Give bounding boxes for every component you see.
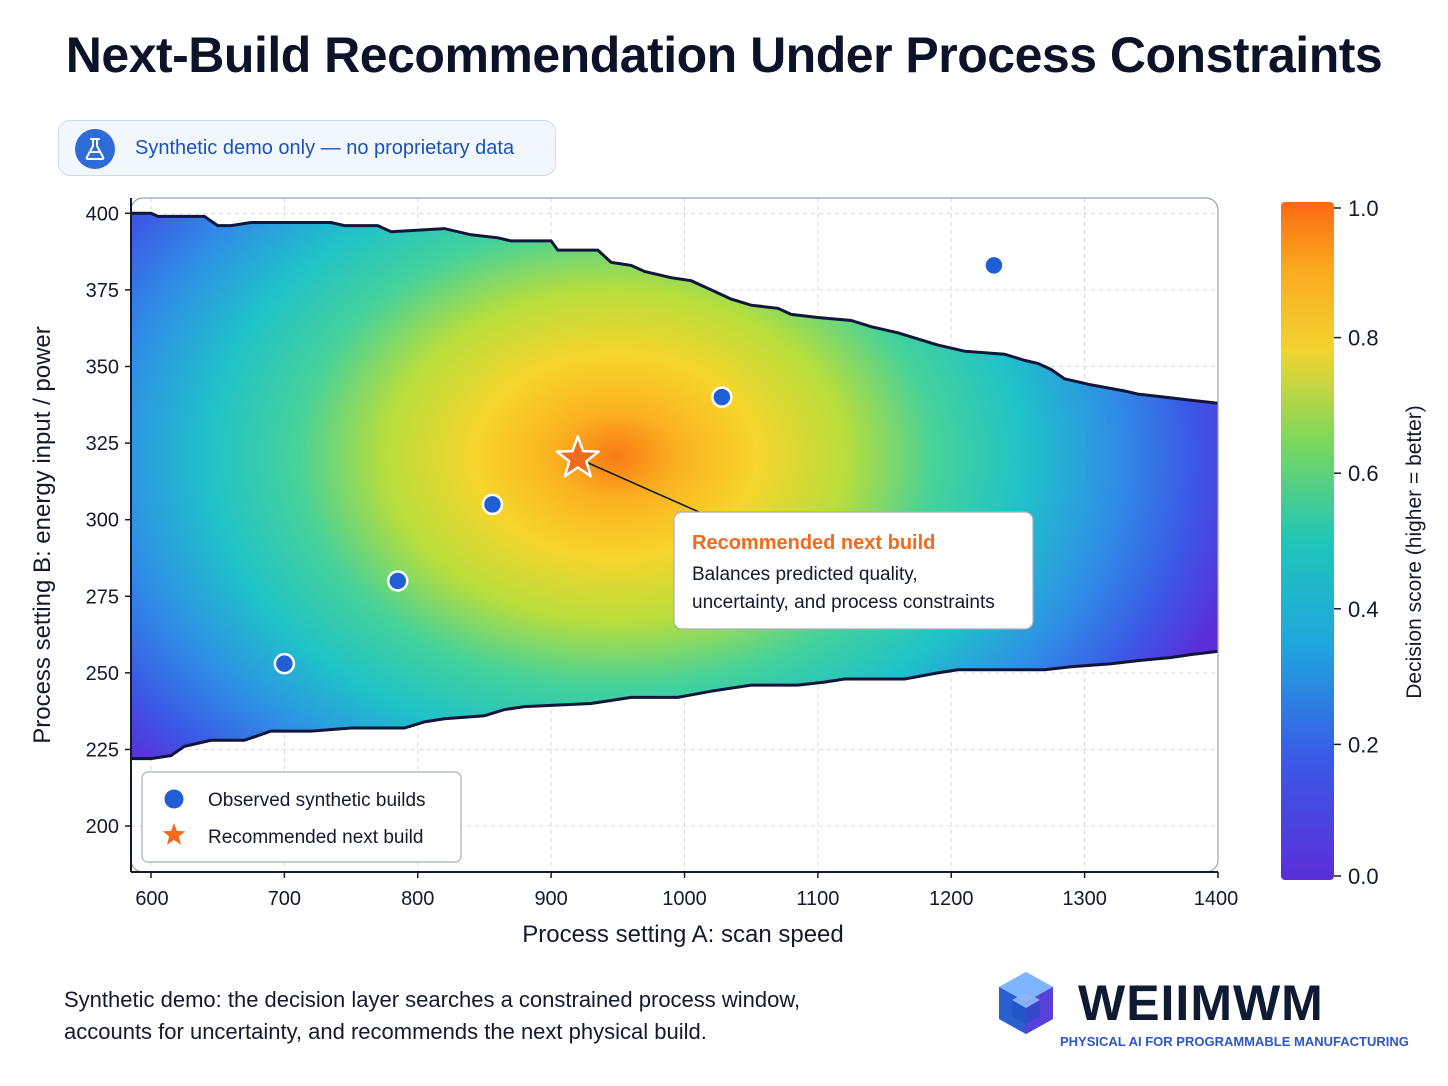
caption-line-1: Synthetic demo: the decision layer searc… xyxy=(64,987,801,1012)
x-tick-label: 900 xyxy=(534,888,567,910)
y-tick-label: 200 xyxy=(86,816,119,838)
x-tick-label: 1200 xyxy=(929,888,974,910)
y-tick-label: 275 xyxy=(86,586,119,608)
y-tick-label: 325 xyxy=(86,433,119,455)
recommended-build-star xyxy=(555,435,600,478)
legend-box xyxy=(141,771,462,863)
flask-icon xyxy=(75,129,115,169)
x-tick-label: 1300 xyxy=(1062,888,1107,910)
y-tick-label: 225 xyxy=(86,739,119,761)
annotation-line-1: Balances predicted quality, xyxy=(692,564,918,585)
observed-build-point xyxy=(386,570,409,592)
legend-recommended-marker xyxy=(162,823,186,845)
observed-build-point xyxy=(983,254,1005,277)
x-axis-title: Process setting A: scan speed xyxy=(522,921,844,948)
lower-constraint-boundary xyxy=(131,649,1218,761)
colorbar-tick-label: 0.6 xyxy=(1348,461,1379,486)
page-title: Next-Build Recommendation Under Process … xyxy=(65,27,1383,83)
y-tick-label: 350 xyxy=(86,357,119,379)
legend-observed-label: Observed synthetic builds xyxy=(208,790,426,811)
y-tick-label: 400 xyxy=(86,203,119,225)
cube-logo-icon xyxy=(999,972,1053,1034)
colorbar-tick-label: 1.0 xyxy=(1348,196,1379,221)
colorbar-tick-label: 0.2 xyxy=(1348,732,1379,757)
synthetic-demo-badge: Synthetic demo only — no proprietary dat… xyxy=(58,120,556,176)
x-tick-label: 1100 xyxy=(796,888,839,910)
badge-text: Synthetic demo only — no proprietary dat… xyxy=(135,137,515,159)
y-axis-title: Process setting B: energy input / power xyxy=(29,326,56,744)
brand-name: WEIIMWM xyxy=(1078,975,1324,1031)
caption: Synthetic demo: the decision layer searc… xyxy=(64,984,944,1048)
colorbar-tick-label: 0.0 xyxy=(1348,864,1379,889)
upper-constraint-boundary xyxy=(131,211,1218,405)
legend: Observed synthetic builds Recommended ne… xyxy=(141,771,462,863)
x-tick-label: 800 xyxy=(401,888,434,910)
annotation-callout: Recommended next build Balances predicte… xyxy=(673,511,1034,630)
annotation-leader-line xyxy=(577,457,700,513)
x-tick-label: 600 xyxy=(135,888,168,910)
y-tick-label: 250 xyxy=(86,663,119,685)
brand-block: WEIIMWM PHYSICAL AI FOR PROGRAMMABLE MAN… xyxy=(996,970,1416,1060)
legend-observed-marker xyxy=(164,789,184,809)
y-tick-label: 375 xyxy=(86,280,119,302)
annotation-box xyxy=(673,511,1034,630)
colorbar-tick-label: 0.8 xyxy=(1348,326,1379,351)
x-tick-label: 700 xyxy=(268,888,301,910)
x-tick-label: 1000 xyxy=(662,888,707,910)
caption-line-2: accounts for uncertainty, and recommends… xyxy=(64,1019,707,1044)
annotation-title: Recommended next build xyxy=(692,532,935,554)
observed-build-point xyxy=(481,493,504,516)
colorbar-title: Decision score (higher = better) xyxy=(1403,405,1426,699)
x-tick-label: 1400 xyxy=(1194,888,1239,910)
colorbar xyxy=(1281,202,1334,880)
brand-tagline: PHYSICAL AI FOR PROGRAMMABLE MANUFACTURI… xyxy=(1060,1034,1409,1049)
observed-build-point xyxy=(711,386,733,408)
decision-score-chart: 600 700 800 900 1000 1100 1200 1300 1400 200 225 25… xyxy=(29,196,1426,948)
annotation-line-2: uncertainty, and process constraints xyxy=(692,592,995,613)
legend-recommended-label: Recommended next build xyxy=(208,827,423,848)
observed-build-point xyxy=(273,652,296,675)
y-tick-label: 300 xyxy=(86,510,119,532)
colorbar-tick-label: 0.4 xyxy=(1348,597,1379,622)
